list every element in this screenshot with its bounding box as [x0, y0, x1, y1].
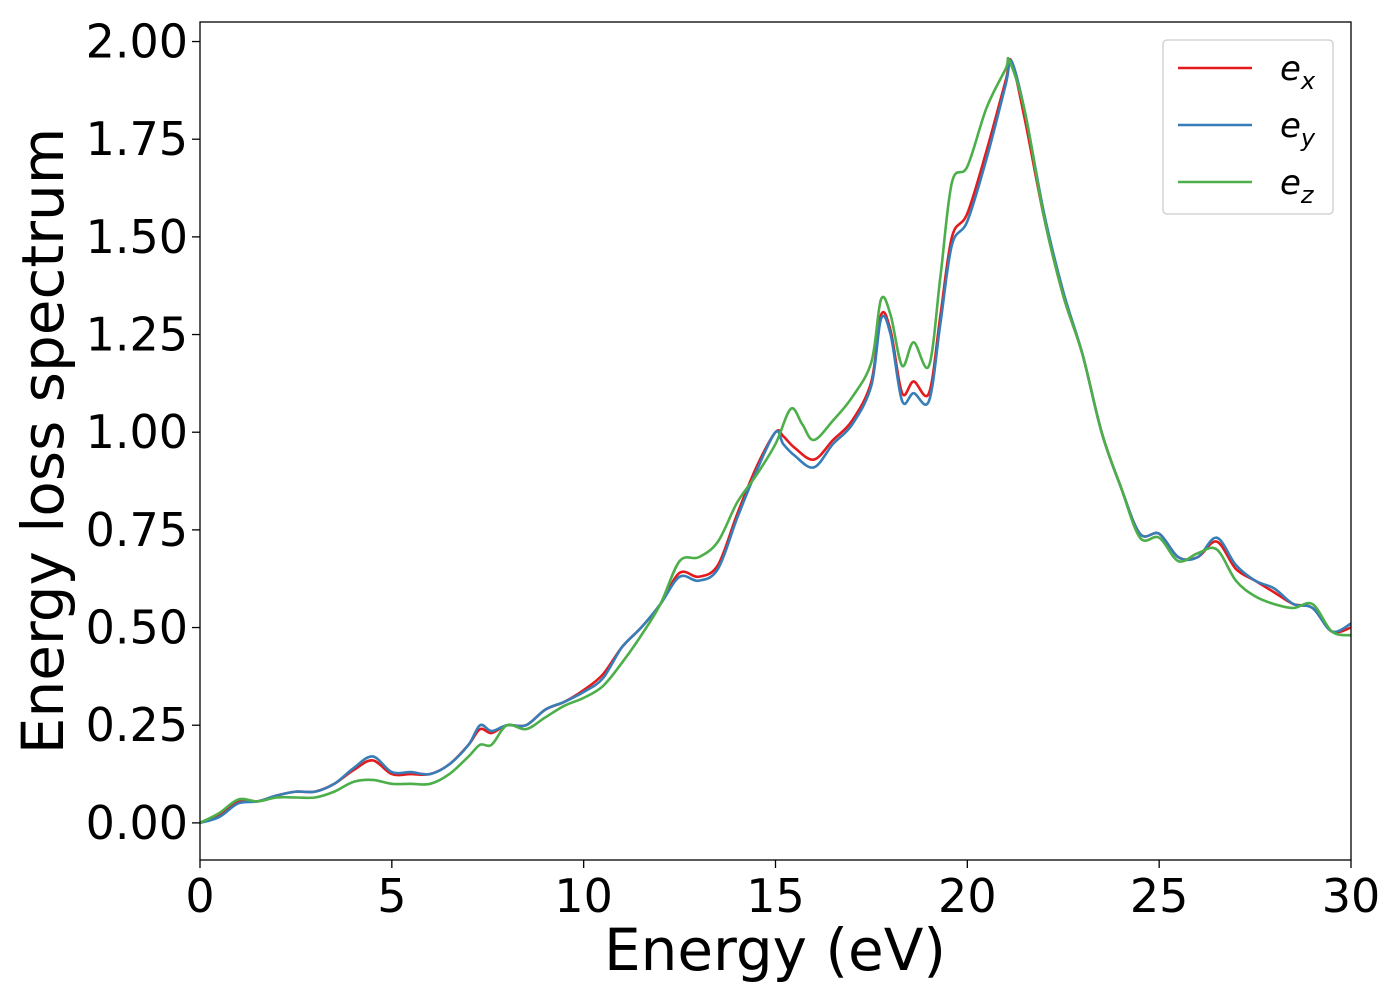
legend-label-base: e — [1280, 106, 1301, 146]
y-tick-label: 0.75 — [86, 503, 188, 557]
y-tick-label: 1.50 — [86, 210, 188, 264]
legend-label-y: ey — [1280, 106, 1316, 152]
legend-label-subscript: y — [1300, 124, 1316, 152]
x-axis-title: Energy (eV) — [604, 916, 946, 984]
y-tick-label: 1.25 — [86, 308, 188, 362]
legend-label-base: e — [1280, 163, 1301, 203]
y-tick-label: 1.75 — [86, 112, 188, 166]
y-axis-title: Energy loss spectrum — [9, 128, 77, 754]
y-tick-label: 2.00 — [86, 15, 188, 69]
series-line-z — [200, 56, 1351, 825]
y-tick-label: 1.00 — [86, 405, 188, 459]
x-tick-label: 25 — [1130, 869, 1189, 923]
legend-label-x: ex — [1280, 49, 1316, 95]
plot-frame — [199, 21, 1352, 861]
y-tick-label: 0.00 — [86, 796, 188, 850]
x-tick-label: 10 — [554, 869, 613, 923]
x-tick-label: 20 — [938, 869, 997, 923]
x-tick-label: 5 — [377, 869, 406, 923]
plot-area — [199, 21, 1352, 861]
series-lines — [200, 56, 1351, 825]
series-line-y — [200, 58, 1351, 825]
ticks-layer: 0 5 10 15 20 25 30 0.00 0.25 0.50 0.75 1.00 1.25 1.50… — [86, 15, 1381, 923]
legend-frame — [1162, 39, 1334, 215]
x-tick-label: 30 — [1322, 869, 1381, 923]
x-tick-label: 0 — [185, 869, 214, 923]
y-tick-label: 0.25 — [86, 698, 188, 752]
legend-label-base: e — [1280, 49, 1301, 89]
legend-label-subscript: z — [1300, 181, 1315, 209]
legend-label-z: ez — [1280, 163, 1315, 209]
legend-label-subscript: x — [1300, 67, 1316, 95]
x-tick-label: 15 — [746, 869, 805, 923]
y-tick-label: 0.50 — [86, 601, 188, 655]
